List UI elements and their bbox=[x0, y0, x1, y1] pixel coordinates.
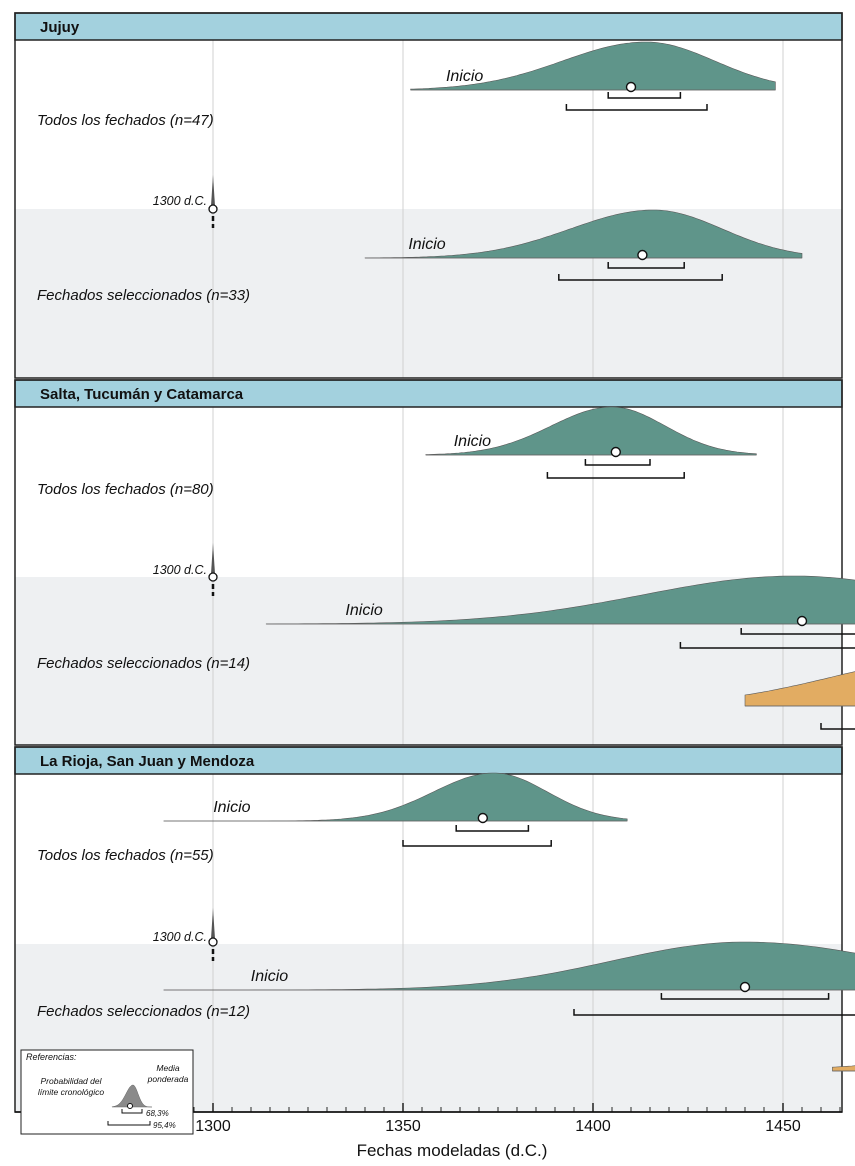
legend-95-label: 95,4% bbox=[153, 1121, 176, 1130]
range-68-bracket bbox=[455, 825, 530, 832]
group-label: Fechados seleccionados (n=12) bbox=[37, 1003, 250, 1020]
range-95-bracket bbox=[558, 274, 723, 281]
range-68-bracket bbox=[607, 92, 682, 99]
range-68-bracket bbox=[740, 628, 855, 635]
x-tick-label: 1300 bbox=[195, 1118, 231, 1135]
inicio-distribution bbox=[425, 406, 757, 456]
range-95-bracket bbox=[565, 104, 708, 111]
boundary-marker bbox=[208, 572, 218, 582]
mean-marker bbox=[625, 81, 637, 93]
boundary-marker bbox=[208, 937, 218, 947]
range-95-bracket bbox=[546, 472, 685, 479]
legend-box bbox=[20, 1049, 194, 1135]
inicio-label: Inicio bbox=[408, 236, 445, 253]
panel-frame bbox=[14, 379, 843, 746]
legend-mean-marker bbox=[127, 1103, 133, 1109]
panel-title: Jujuy bbox=[40, 19, 80, 36]
legend-distribution bbox=[111, 1084, 152, 1108]
boundary-spike bbox=[211, 175, 215, 206]
range-95-bracket bbox=[573, 1009, 855, 1016]
mean-marker bbox=[637, 249, 648, 261]
inicio-label: Inicio bbox=[454, 433, 491, 450]
boundary-spike bbox=[211, 543, 215, 574]
range-68-bracket bbox=[607, 262, 685, 269]
inicio-label: Inicio bbox=[213, 799, 250, 816]
legend-label: límite cronológico bbox=[38, 1087, 104, 1097]
x-tick-label: 1350 bbox=[385, 1118, 421, 1135]
mean-marker bbox=[796, 615, 808, 627]
legend-range-68 bbox=[121, 1109, 143, 1114]
panel-title-band bbox=[14, 746, 843, 775]
x-tick-label: 1400 bbox=[575, 1118, 611, 1135]
inicio-label: Inicio bbox=[446, 68, 483, 85]
x-tick-label: 1450 bbox=[765, 1118, 801, 1135]
panel-title: Salta, Tucumán y Catamarca bbox=[40, 386, 244, 403]
group-label: Fechados seleccionados (n=14) bbox=[37, 655, 250, 672]
range-68-bracket bbox=[660, 993, 830, 1000]
final-distribution bbox=[744, 671, 855, 707]
inicio-label: Inicio bbox=[251, 968, 288, 985]
range-95-bracket bbox=[820, 723, 855, 730]
group-label: Fechados seleccionados (n=33) bbox=[37, 287, 250, 304]
inicio-distribution bbox=[265, 575, 855, 625]
range-95-bracket bbox=[402, 840, 552, 847]
boundary-spike bbox=[211, 908, 215, 939]
legend-label: Probabilidad del bbox=[41, 1076, 103, 1086]
panel-title-band bbox=[14, 12, 843, 41]
inicio-distribution bbox=[364, 209, 803, 259]
mean-marker bbox=[610, 446, 621, 458]
legend-68-label: 68,3% bbox=[146, 1109, 169, 1118]
legend-range-95 bbox=[107, 1121, 151, 1126]
panel-frame bbox=[14, 12, 843, 379]
group-label: Todos los fechados (n=55) bbox=[37, 847, 214, 864]
mean-marker bbox=[739, 981, 751, 993]
panel-title: La Rioja, San Juan y Mendoza bbox=[40, 753, 255, 770]
range-95-bracket bbox=[679, 642, 855, 649]
boundary-label: 1300 d.C. bbox=[153, 563, 207, 577]
boundary-label: 1300 d.C. bbox=[153, 930, 207, 944]
group-label: Todos los fechados (n=47) bbox=[37, 112, 214, 129]
legend-label: ponderada bbox=[147, 1074, 189, 1084]
group-label: Todos los fechados (n=80) bbox=[37, 481, 214, 498]
inicio-distribution bbox=[410, 41, 776, 91]
range-68-bracket bbox=[584, 459, 651, 466]
inicio-distribution bbox=[163, 941, 855, 991]
inicio-label: Inicio bbox=[345, 602, 382, 619]
legend-title: Referencias: bbox=[26, 1052, 77, 1062]
x-axis-title: Fechas modeladas (d.C.) bbox=[357, 1141, 548, 1160]
mean-marker bbox=[477, 812, 488, 824]
boundary-label: 1300 d.C. bbox=[153, 194, 207, 208]
final-distribution bbox=[832, 1065, 855, 1072]
boundary-marker bbox=[208, 204, 218, 214]
legend-label: Media bbox=[156, 1063, 179, 1073]
